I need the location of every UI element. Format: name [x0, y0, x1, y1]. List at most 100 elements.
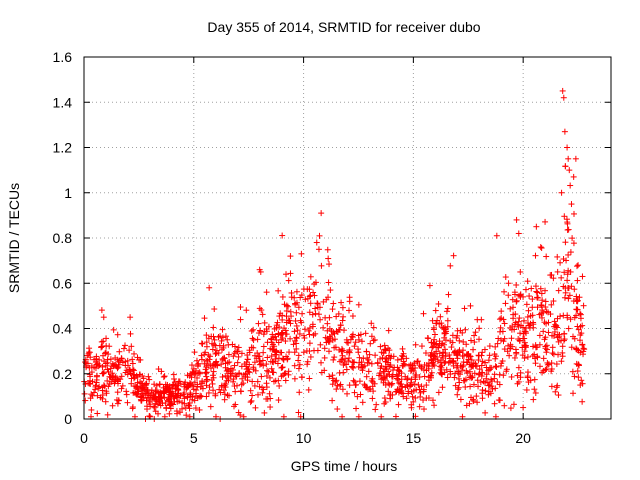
data-point — [238, 350, 245, 357]
data-point — [249, 378, 256, 385]
data-point — [361, 382, 368, 389]
data-point — [285, 303, 292, 310]
data-point — [495, 397, 502, 404]
data-point — [456, 337, 463, 344]
data-point — [337, 322, 344, 329]
x-tick-label: 15 — [406, 430, 422, 446]
data-point — [420, 310, 427, 317]
data-point — [459, 329, 466, 336]
data-point — [306, 331, 313, 338]
data-point — [295, 304, 302, 311]
data-point — [377, 365, 384, 372]
data-point — [114, 389, 121, 396]
data-point — [486, 381, 493, 388]
data-point — [330, 356, 337, 363]
data-point — [259, 357, 266, 364]
data-point — [525, 307, 532, 314]
data-point — [109, 402, 116, 409]
data-point — [283, 307, 290, 314]
data-point — [279, 329, 286, 336]
data-point — [197, 384, 204, 391]
data-point — [131, 350, 138, 357]
data-point — [212, 392, 219, 399]
data-point — [449, 332, 456, 339]
data-point — [368, 377, 375, 384]
data-point — [211, 336, 218, 343]
data-point — [167, 401, 174, 408]
data-point — [538, 245, 545, 252]
data-point — [371, 336, 378, 343]
data-point — [85, 380, 92, 387]
data-point — [562, 239, 569, 246]
data-point — [542, 304, 549, 311]
data-point — [407, 361, 414, 368]
data-point — [387, 355, 394, 362]
data-point — [363, 373, 370, 380]
data-point — [554, 324, 561, 331]
data-point — [394, 356, 401, 363]
data-point — [533, 288, 540, 295]
data-point — [187, 370, 194, 377]
data-point — [229, 341, 236, 348]
data-point — [452, 382, 459, 389]
data-point — [569, 235, 576, 242]
data-point — [574, 368, 581, 375]
data-point — [321, 367, 328, 374]
data-point — [508, 335, 515, 342]
y-tick-label: 1.6 — [53, 49, 73, 65]
data-point — [115, 358, 122, 365]
x-tick-label: 20 — [515, 430, 531, 446]
data-point — [330, 300, 337, 307]
data-point — [250, 337, 257, 344]
data-point — [466, 400, 473, 407]
data-point — [304, 361, 311, 368]
data-point — [553, 361, 560, 368]
data-point — [292, 301, 299, 308]
data-point — [285, 277, 292, 284]
data-point — [94, 360, 101, 367]
data-point — [476, 366, 483, 373]
data-point — [329, 337, 336, 344]
data-point — [365, 368, 372, 375]
data-point — [146, 376, 153, 383]
data-point — [456, 349, 463, 356]
data-point — [529, 352, 536, 359]
data-point — [366, 351, 373, 358]
data-point — [287, 253, 294, 260]
data-point — [400, 350, 407, 357]
data-point — [238, 381, 245, 388]
data-point — [203, 332, 210, 339]
data-point — [565, 325, 572, 332]
data-point — [152, 400, 159, 407]
data-point — [568, 201, 575, 208]
data-point — [231, 362, 238, 369]
data-point — [175, 386, 182, 393]
data-point — [539, 314, 546, 321]
data-point — [526, 293, 533, 300]
data-point — [466, 361, 473, 368]
data-point — [405, 390, 412, 397]
data-point — [517, 268, 524, 275]
data-point — [276, 313, 283, 320]
data-point — [224, 359, 231, 366]
data-point — [296, 361, 303, 368]
data-point — [567, 182, 574, 189]
data-point — [579, 341, 586, 348]
data-point — [114, 380, 121, 387]
data-point — [418, 383, 425, 390]
data-point — [552, 388, 559, 395]
data-point — [256, 353, 263, 360]
data-point — [218, 382, 225, 389]
data-point — [381, 400, 388, 407]
data-point — [345, 339, 352, 346]
data-point — [86, 364, 93, 371]
data-point — [305, 386, 312, 393]
data-point — [235, 353, 242, 360]
data-point — [129, 360, 136, 367]
data-point — [160, 390, 167, 397]
data-point — [522, 286, 529, 293]
data-point — [439, 340, 446, 347]
data-point — [515, 230, 522, 237]
data-point — [448, 344, 455, 351]
data-point — [106, 373, 113, 380]
